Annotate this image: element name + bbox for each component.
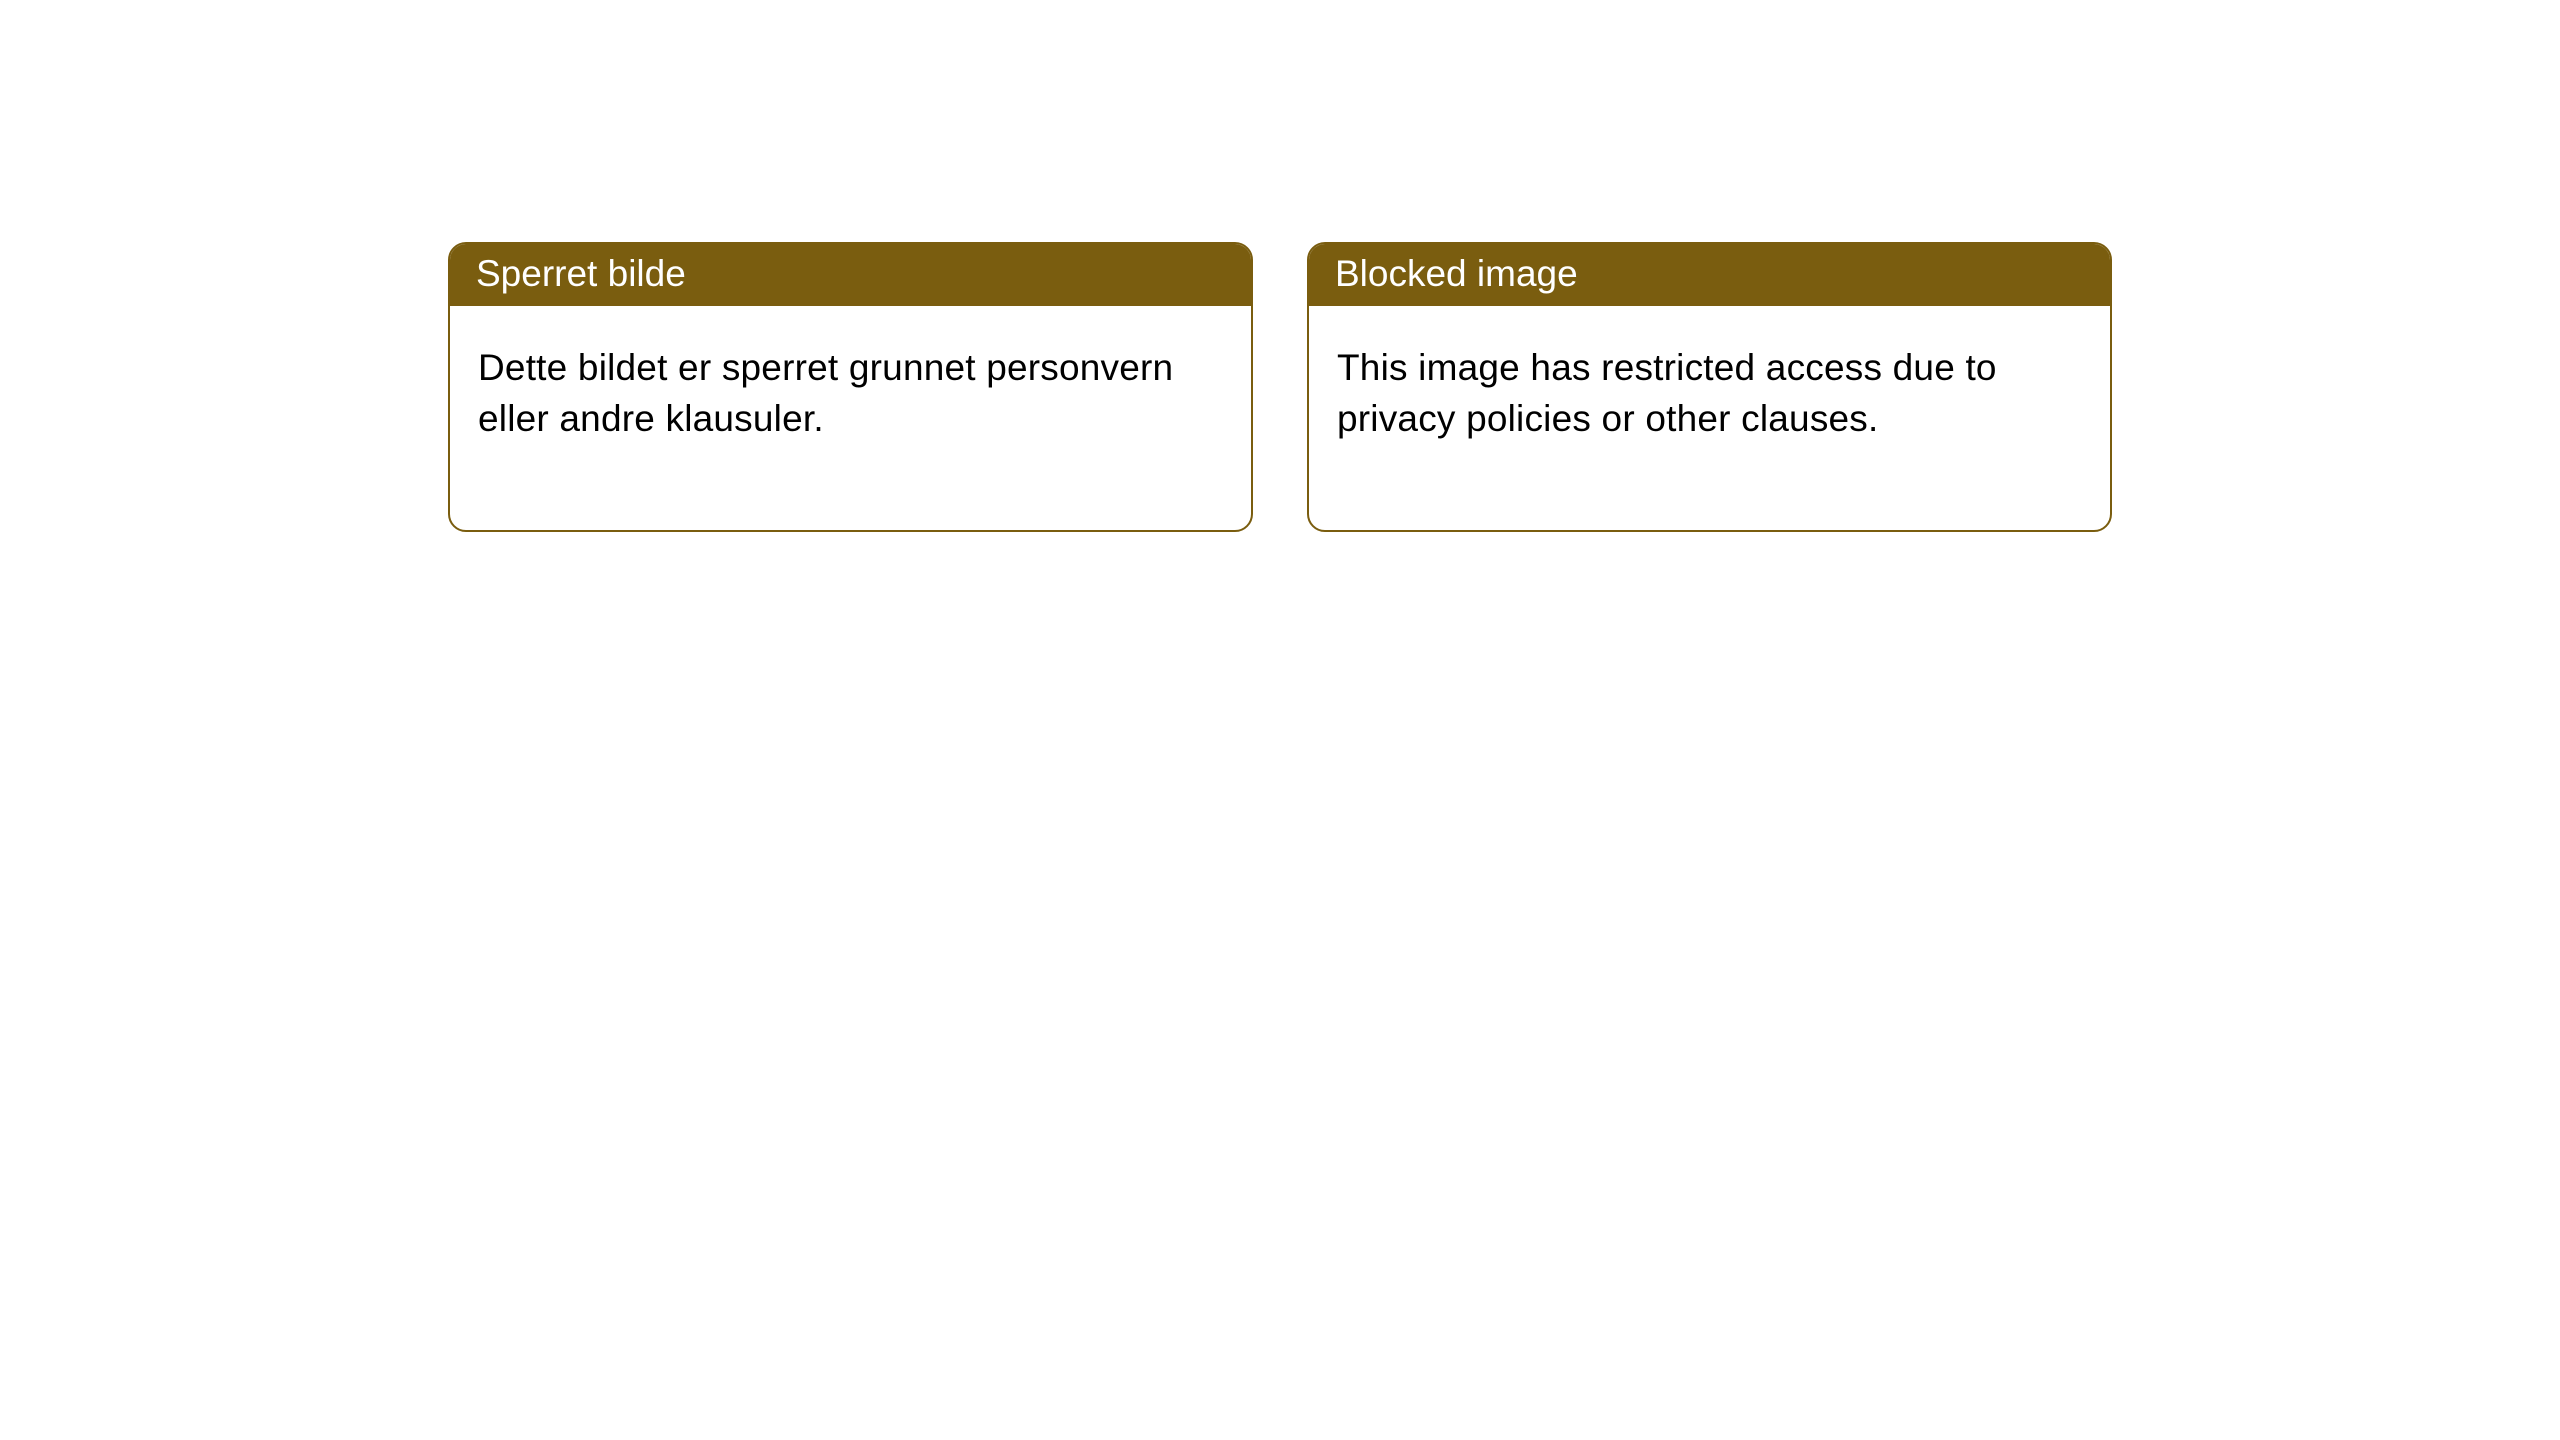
notice-header: Sperret bilde xyxy=(450,244,1251,306)
notice-header: Blocked image xyxy=(1309,244,2110,306)
notice-body: This image has restricted access due to … xyxy=(1309,306,2110,530)
notice-card-eng: Blocked image This image has restricted … xyxy=(1307,242,2112,532)
notice-body: Dette bildet er sperret grunnet personve… xyxy=(450,306,1251,530)
notice-container: Sperret bilde Dette bildet er sperret gr… xyxy=(0,0,2560,532)
notice-card-nor: Sperret bilde Dette bildet er sperret gr… xyxy=(448,242,1253,532)
